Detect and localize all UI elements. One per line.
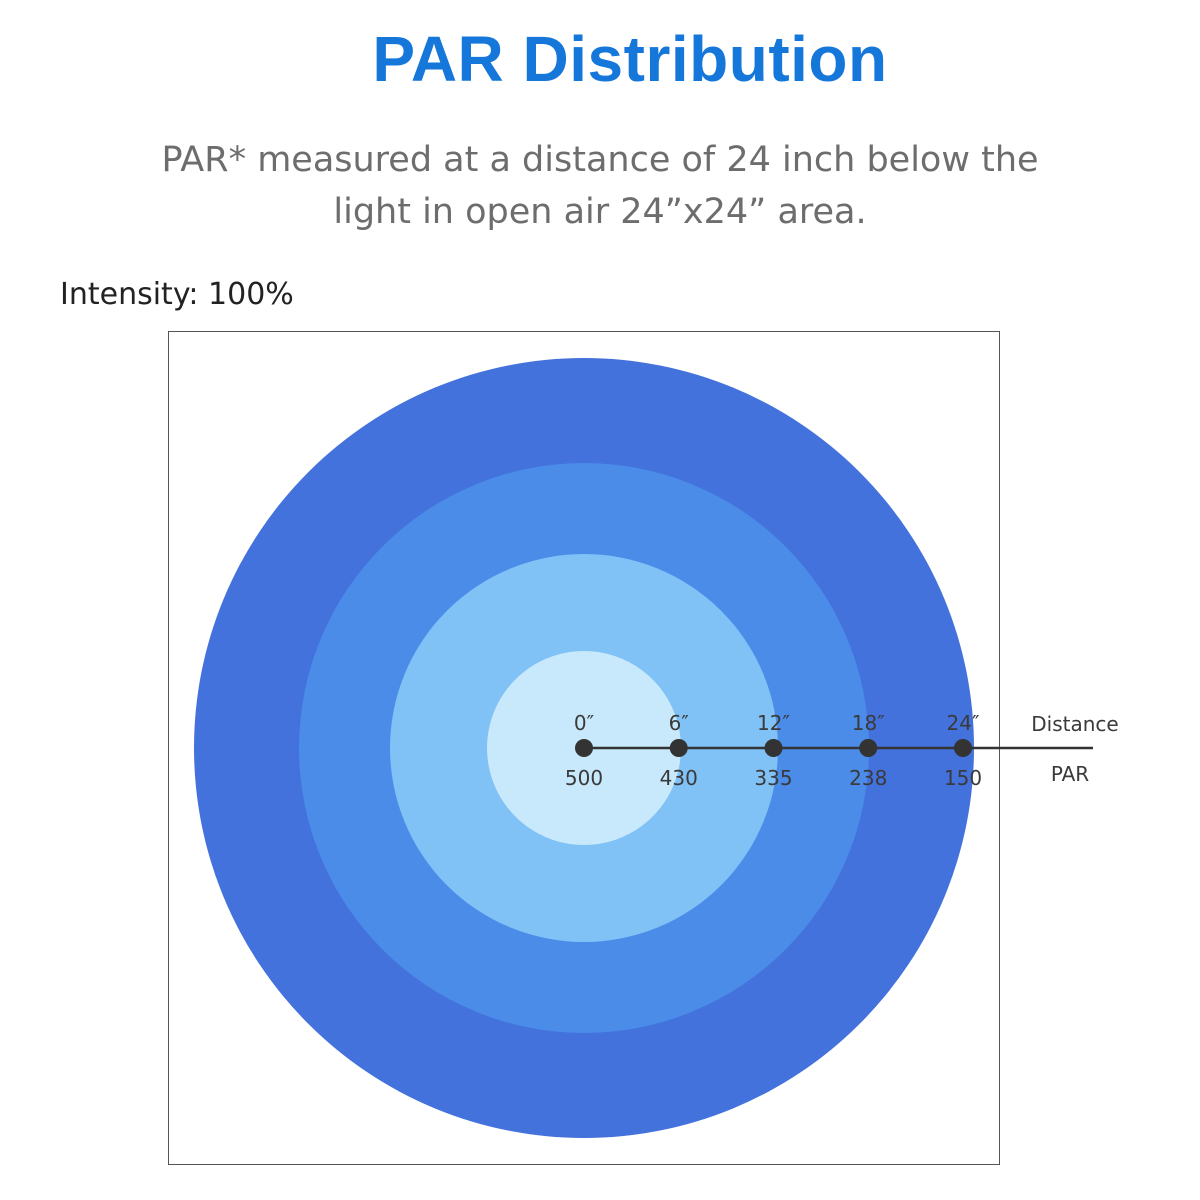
par-value-label-4: 150 <box>944 766 982 790</box>
data-point-0 <box>575 739 593 757</box>
distance-label-0: 0″ <box>574 711 594 735</box>
subtitle-line-2: light in open air 24”x24” area. <box>333 192 867 232</box>
distance-label-2: 12″ <box>757 711 790 735</box>
chart-subtitle: PAR* measured at a distance of 24 inch b… <box>100 134 1100 238</box>
chart-title: PAR Distribution <box>372 23 888 95</box>
data-point-2 <box>764 739 783 757</box>
par-value-label-2: 335 <box>754 766 792 790</box>
data-point-4 <box>954 739 972 757</box>
y-axis-label: PAR <box>1051 762 1089 786</box>
distance-label-4: 24″ <box>947 711 980 735</box>
intensity-label: Intensity: 100% <box>60 277 294 312</box>
data-point-3 <box>859 739 878 757</box>
subtitle-line-1: PAR* measured at a distance of 24 inch b… <box>161 140 1039 180</box>
distance-label-3: 18″ <box>852 711 885 735</box>
par-value-label-3: 238 <box>849 766 887 790</box>
x-axis-label: Distance <box>1031 712 1118 736</box>
par-value-label-0: 500 <box>565 766 603 790</box>
data-point-1 <box>669 739 688 757</box>
par-value-label-1: 430 <box>660 766 698 790</box>
distance-label-1: 6″ <box>669 711 689 735</box>
